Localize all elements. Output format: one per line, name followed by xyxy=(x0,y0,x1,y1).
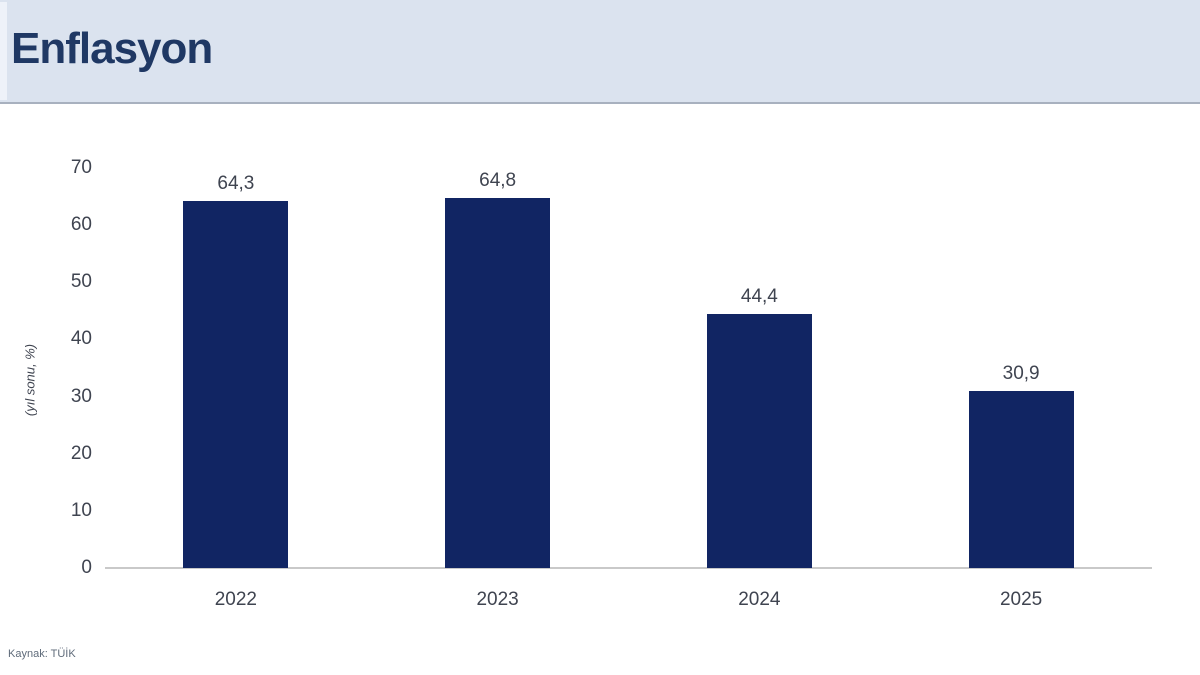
x-tick-label-2023: 2023 xyxy=(476,589,519,610)
bar-2022 xyxy=(183,200,289,568)
bar-2025 xyxy=(968,391,1074,568)
x-tick-label-2025: 2025 xyxy=(999,589,1043,610)
y-tick-label: 0 xyxy=(81,557,92,578)
value-label-2024: 44,4 xyxy=(740,286,778,308)
header-banner: Enflasyon xyxy=(0,0,1200,104)
y-tick-label: 40 xyxy=(70,328,92,350)
bar-2023 xyxy=(445,197,551,568)
y-tick-label: 70 xyxy=(70,157,92,178)
y-tick-label: 50 xyxy=(70,271,92,293)
source-note: Kaynak: TÜİK xyxy=(8,648,76,660)
y-tick-label: 20 xyxy=(70,442,92,464)
x-tick-label-2022: 2022 xyxy=(214,589,258,610)
value-label-2023: 64,8 xyxy=(479,169,517,191)
y-tick-label: 30 xyxy=(70,385,92,407)
bar-2024 xyxy=(706,314,812,568)
value-label-2022: 64,3 xyxy=(217,172,255,194)
x-tick-label-2024: 2024 xyxy=(738,589,781,610)
y-tick-label: 60 xyxy=(70,214,92,236)
y-tick-label: 10 xyxy=(70,499,92,521)
x-axis-line xyxy=(105,567,1152,569)
page-title: Enflasyon xyxy=(11,24,213,73)
header-accent-strip xyxy=(0,2,7,100)
value-label-2025: 30,9 xyxy=(1002,363,1040,385)
